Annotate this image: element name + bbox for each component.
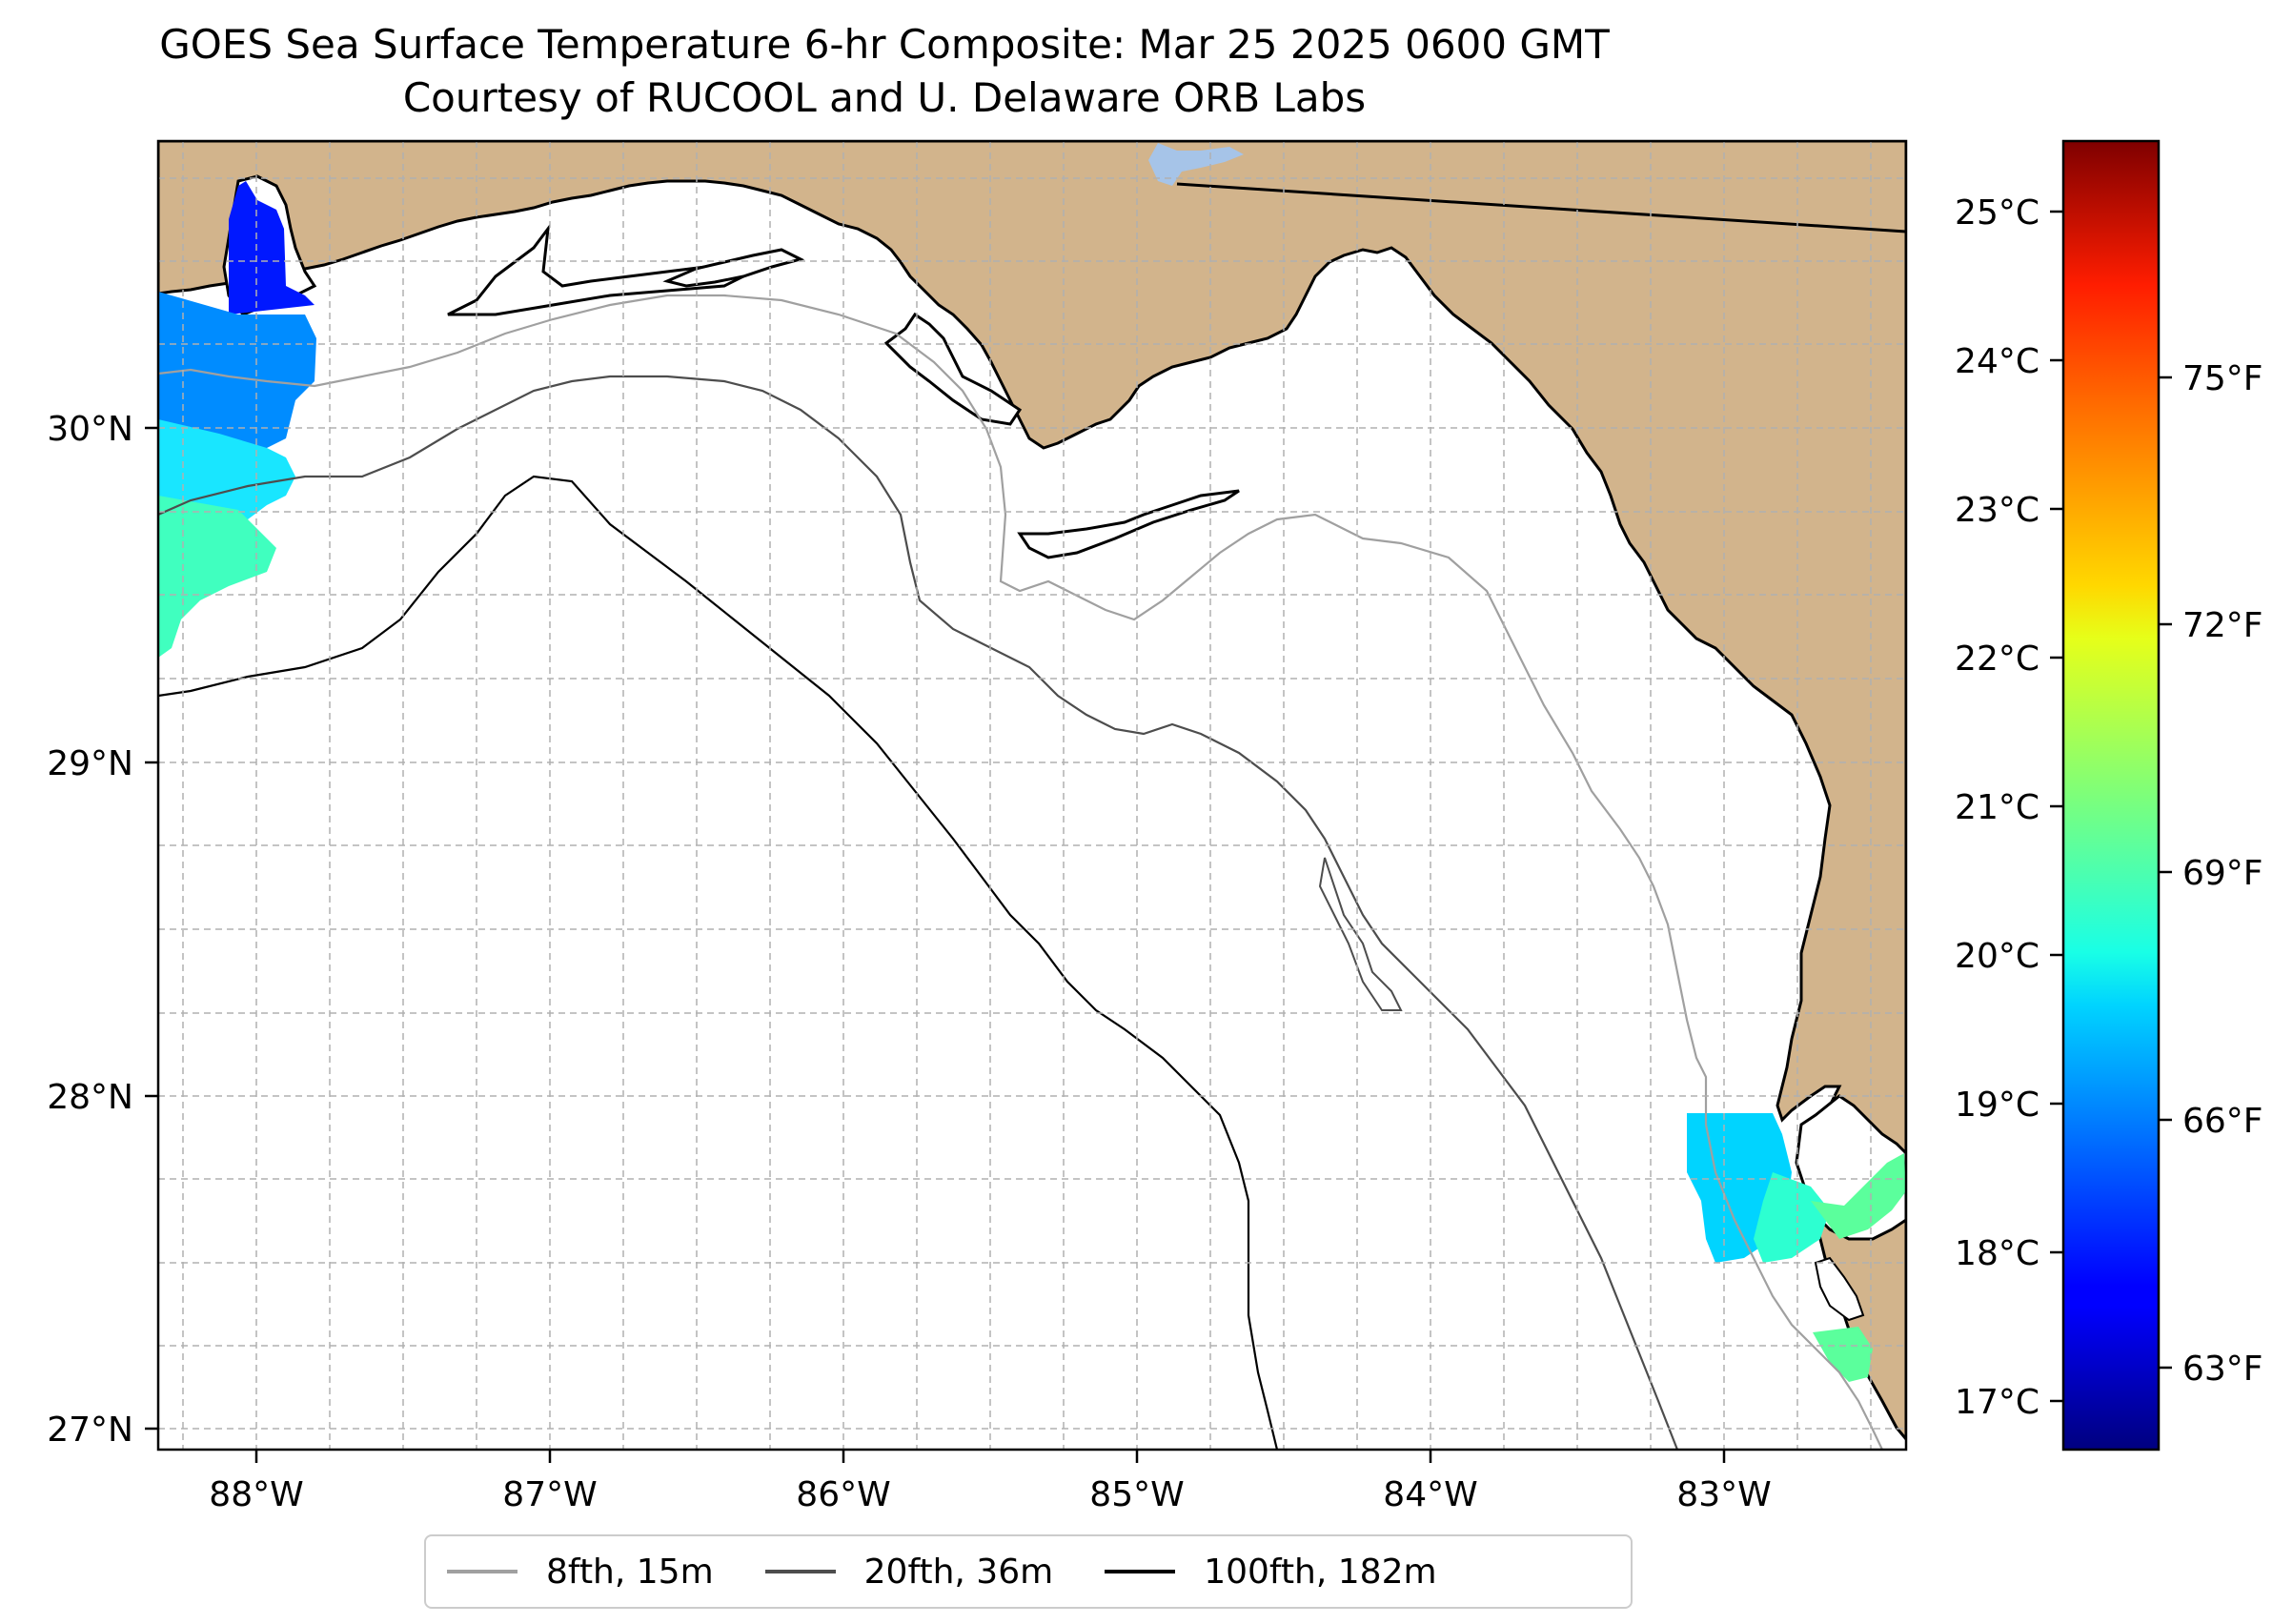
lake xyxy=(1148,143,1244,186)
sst-patch-tampa xyxy=(1687,1113,1906,1382)
title-line2: Courtesy of RUCOOL and U. Delaware ORB L… xyxy=(402,74,1367,121)
legend-item-100fth: 100fth, 182m xyxy=(1105,1552,1437,1592)
cbar-c-25: 25°C xyxy=(1955,193,2039,233)
cbar-f-63: 63°F xyxy=(2182,1350,2263,1389)
lon-label-85w: 85°W xyxy=(1089,1475,1184,1514)
cbar-f-75: 75°F xyxy=(2182,359,2263,398)
charlotte-harbor xyxy=(1814,1256,1865,1322)
isobath-8fth xyxy=(158,294,1883,1450)
state-border xyxy=(1176,182,1906,233)
lat-label-29n: 29°N xyxy=(47,744,133,783)
cbar-c-22: 22°C xyxy=(1955,639,2039,679)
cbar-f-69: 69°F xyxy=(2182,854,2263,893)
isobath-100fth xyxy=(158,475,1279,1450)
cbar-c-18: 18°C xyxy=(1955,1234,2039,1273)
bay-pensacola xyxy=(447,223,748,316)
lon-label-87w: 87°W xyxy=(502,1475,597,1514)
bay-choctawhatchee xyxy=(662,248,805,288)
legend-label-8fth: 8fth, 15m xyxy=(546,1552,714,1592)
legend-item-8fth: 8fth, 15m xyxy=(447,1553,714,1592)
isobath-20fth xyxy=(158,375,1679,1450)
lon-label-86w: 86°W xyxy=(796,1475,890,1514)
title-line1: GOES Sea Surface Temperature 6-hr Compos… xyxy=(159,21,1610,68)
cbar-c-21: 21°C xyxy=(1955,788,2039,827)
sst-patch-west xyxy=(158,181,316,658)
lat-label-28n: 28°N xyxy=(47,1078,133,1117)
legend-line-20fth xyxy=(764,1570,836,1573)
colorbar-celsius-ticks xyxy=(2050,210,2063,1403)
cbar-c-23: 23°C xyxy=(1955,491,2039,530)
bay-apalachicola xyxy=(1017,489,1240,559)
isobath-fl-keys-detail xyxy=(1318,857,1403,1011)
axis-ticks xyxy=(145,426,1726,1463)
cbar-c-20: 20°C xyxy=(1955,937,2039,976)
cbar-c-24: 24°C xyxy=(1955,342,2039,381)
legend-line-100fth xyxy=(1105,1570,1176,1573)
bay-st-andrew xyxy=(883,312,1023,426)
cbar-f-72: 72°F xyxy=(2182,606,2263,645)
cbar-f-66: 66°F xyxy=(2182,1102,2263,1141)
lon-label-83w: 83°W xyxy=(1676,1475,1771,1514)
lat-label-30n: 30°N xyxy=(47,410,133,449)
cbar-c-19: 19°C xyxy=(1955,1086,2039,1125)
colorbar xyxy=(2061,139,2161,1451)
gridlines xyxy=(158,141,1906,1450)
cbar-c-17: 17°C xyxy=(1955,1383,2039,1422)
legend-item-20fth: 20fth, 36m xyxy=(764,1552,1054,1592)
lat-label-27n: 27°N xyxy=(47,1411,133,1450)
legend-label-20fth: 20fth, 36m xyxy=(863,1552,1054,1592)
lon-label-88w: 88°W xyxy=(209,1475,303,1514)
land-mass xyxy=(158,141,1906,1442)
legend-line-8fth xyxy=(447,1570,517,1573)
map-frame xyxy=(156,139,1908,1451)
legend-label-100fth: 100fth, 182m xyxy=(1204,1552,1437,1592)
lon-label-84w: 84°W xyxy=(1383,1475,1477,1514)
colorbar-fahrenheit-ticks xyxy=(2159,376,2172,1370)
isobath-legend: 8fth, 15m 20fth, 36m 100fth, 182m xyxy=(424,1534,1633,1609)
map-area xyxy=(158,141,1906,1450)
